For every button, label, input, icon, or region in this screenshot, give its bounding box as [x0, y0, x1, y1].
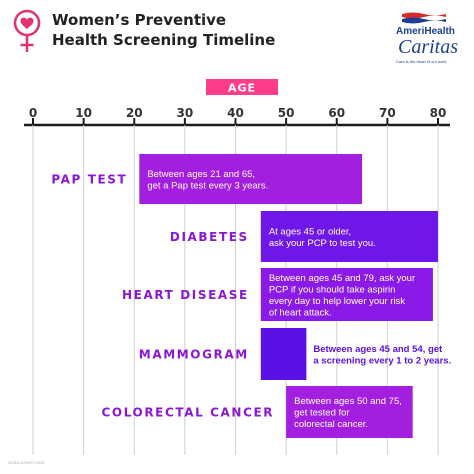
- tick-label: 70: [379, 106, 396, 120]
- bar-mammogram: [260, 328, 307, 380]
- category-label-colorectal-cancer: COLORECTAL CANCER: [102, 406, 275, 420]
- category-label-diabetes: DIABETES: [170, 230, 249, 244]
- category-label-mammogram: MAMMOGRAM: [139, 348, 249, 362]
- tick-label: 60: [328, 106, 345, 120]
- annotation-diabetes-line: ask your PCP to test you.: [269, 238, 376, 249]
- tick-label: 30: [177, 106, 194, 120]
- title-line-1: Women’s Preventive: [52, 11, 227, 29]
- page-title: Women’s Preventive Health Screening Time…: [52, 10, 342, 50]
- flag-icon: [402, 12, 446, 24]
- tick-label: 0: [29, 106, 37, 120]
- annotation-colorectal-cancer-line: colorectal cancer.: [294, 419, 368, 430]
- company-logo: AmeriHealth Caritas Care is the heart of…: [396, 12, 470, 66]
- footer-code: SCRN-CHART-2019: [8, 460, 45, 465]
- annotation-heart-disease-line: every day to help lower your risk: [269, 296, 405, 307]
- annotation-colorectal-cancer-line: get tested for: [294, 408, 349, 419]
- tick-label: 40: [227, 106, 244, 120]
- annotation-heart-disease-line: PCP if you should take aspirin: [269, 284, 396, 295]
- title-line-2: Health Screening Timeline: [52, 31, 276, 49]
- bar-heart-disease: [260, 268, 433, 321]
- annotation-mammogram-line: Between ages 45 and 54, get: [313, 344, 443, 355]
- female-symbol-heart-icon: [13, 9, 41, 52]
- age-axis-title: AGE: [228, 82, 256, 95]
- bar-pap-test: [139, 154, 363, 204]
- annotation-colorectal-cancer-line: Between ages 50 and 75,: [294, 396, 402, 407]
- bar-diabetes: [260, 211, 438, 262]
- age-axis-title-badge: [206, 79, 278, 95]
- tick-label: 80: [430, 106, 447, 120]
- annotation-pap-test-line: Between ages 21 and 65,: [147, 169, 255, 180]
- annotation-mammogram-line: a screening every 1 to 2 years.: [313, 355, 451, 366]
- tick-label: 20: [126, 106, 143, 120]
- tick-label: 50: [278, 106, 295, 120]
- annotation-heart-disease-line: Between ages 45 and 79, ask your: [269, 273, 415, 284]
- logo-name-line-2: Caritas: [398, 36, 459, 58]
- annotation-pap-test-line: get a Pap test every 3 years.: [147, 180, 268, 191]
- annotation-diabetes-line: At ages 45 or older,: [269, 226, 351, 237]
- category-label-heart-disease: HEART DISEASE: [122, 288, 249, 302]
- bar-colorectal-cancer: [286, 386, 413, 438]
- logo-tagline: Care is the heart of our work: [396, 59, 447, 64]
- annotation-heart-disease-line: of heart attack.: [269, 307, 332, 318]
- category-label-pap-test: PAP TEST: [51, 173, 127, 187]
- logo-name-line-1: AmeriHealth: [396, 26, 455, 37]
- tick-label: 10: [75, 106, 92, 120]
